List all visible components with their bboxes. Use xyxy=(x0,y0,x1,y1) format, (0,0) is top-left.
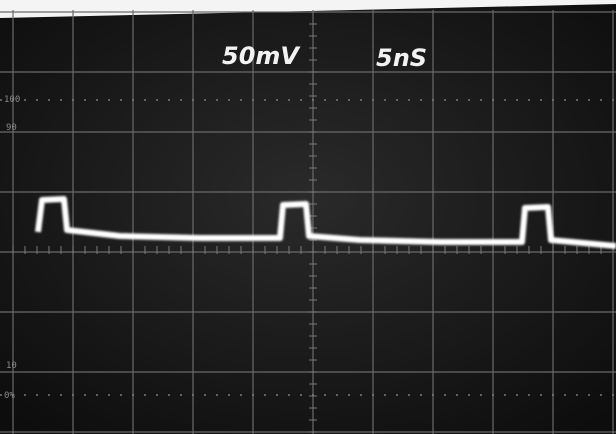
graticule-label: 0% xyxy=(4,391,15,401)
time-per-div: 5nS xyxy=(376,44,427,72)
graticule-label: 10 xyxy=(6,361,17,371)
graticule xyxy=(0,10,616,434)
signal-trace xyxy=(35,196,616,249)
graticule-label: 90 xyxy=(6,123,17,133)
volts-per-div: 50mV xyxy=(222,42,301,70)
graticule-label: 100 xyxy=(4,95,20,105)
